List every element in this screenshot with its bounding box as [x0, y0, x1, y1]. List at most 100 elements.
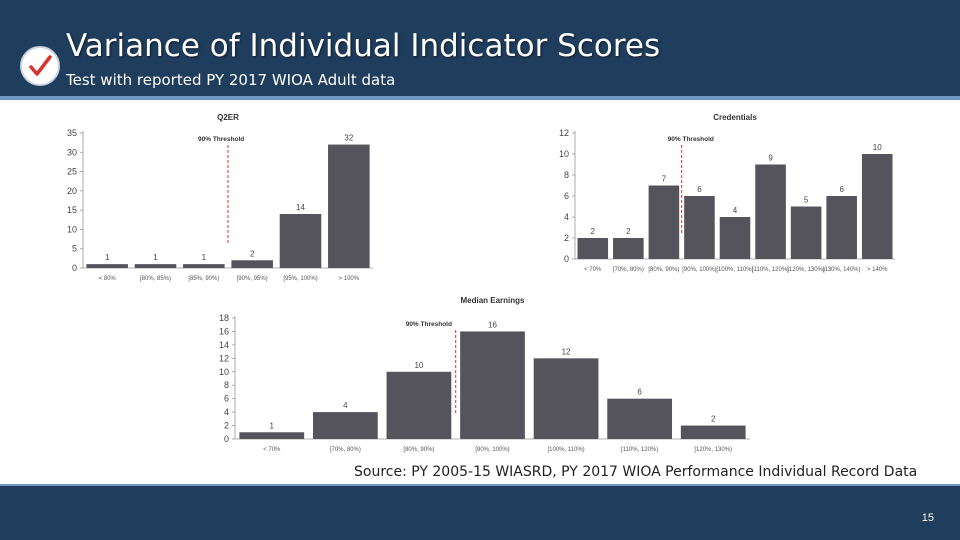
bar-value-label: 32: [344, 134, 353, 143]
y-tick-label: 20: [67, 186, 77, 196]
bar-value-label: 1: [270, 421, 275, 430]
bar: [680, 425, 746, 439]
bar: [648, 185, 680, 259]
slide-footer: [0, 486, 960, 540]
y-tick-label: 12: [559, 128, 569, 138]
x-tick-label: [80%, 85%): [140, 276, 171, 282]
bar: [328, 144, 370, 268]
slide-header: [0, 0, 960, 96]
x-tick-label: [110%, 120%): [752, 267, 789, 273]
x-tick-label: [130%, 140%): [823, 267, 861, 273]
x-tick-label: [110%, 120%): [621, 447, 658, 453]
y-tick-label: 2: [564, 233, 569, 243]
bar: [861, 154, 893, 259]
x-tick-label: [85%, 90%): [188, 276, 219, 282]
threshold-label: 90% Threshold: [406, 321, 452, 328]
y-tick-label: 10: [67, 224, 77, 234]
bar-value-label: 16: [488, 320, 497, 329]
x-tick-label: [80%, 90%): [648, 267, 679, 273]
bar-value-label: 1: [202, 253, 207, 262]
x-tick-label: [70%, 80%): [613, 267, 644, 273]
bar: [183, 264, 225, 268]
threshold-label: 90% Threshold: [668, 136, 714, 143]
x-tick-label: [90%, 100%): [475, 447, 509, 453]
bar-value-label: 6: [697, 185, 702, 194]
bar-value-label: 2: [626, 227, 631, 236]
checkmark-icon: [20, 46, 60, 86]
bar: [684, 196, 715, 259]
header-divider: [0, 96, 960, 100]
bar-value-label: 6: [637, 388, 642, 397]
x-tick-label: [100%, 110%): [547, 447, 584, 453]
y-tick-label: 6: [564, 191, 569, 201]
y-tick-label: 25: [67, 167, 77, 177]
y-tick-label: 5: [72, 244, 77, 254]
x-tick-label: < 80%: [99, 276, 117, 282]
bar: [533, 358, 599, 439]
x-tick-label: > 140%: [867, 267, 888, 273]
y-tick-label: 8: [224, 380, 229, 390]
bar-value-label: 1: [105, 253, 110, 262]
bar: [134, 264, 177, 268]
y-tick-label: 14: [219, 340, 229, 350]
x-tick-label: < 70%: [263, 447, 281, 453]
bar-value-label: 5: [804, 196, 809, 205]
source-note: Source: PY 2005-15 WIASRD, PY 2017 WIOA …: [354, 464, 918, 480]
bar: [239, 432, 305, 439]
y-tick-label: 0: [72, 263, 77, 273]
x-tick-label: [90%, 95%): [237, 276, 268, 282]
y-tick-label: 10: [219, 367, 229, 377]
bar-value-label: 10: [873, 143, 882, 152]
x-tick-label: [100%, 110%): [716, 267, 753, 273]
y-tick-label: 16: [219, 326, 229, 336]
x-tick-label: < 70%: [584, 267, 602, 273]
chart-title: Median Earnings: [460, 296, 525, 305]
slide-subtitle: Test with reported PY 2017 WIOA Adult da…: [66, 71, 396, 89]
bar: [460, 331, 525, 439]
bar: [719, 217, 751, 259]
bar: [826, 196, 857, 259]
bar-value-label: 6: [839, 185, 844, 194]
bar: [86, 264, 128, 268]
bar-value-label: 1: [153, 253, 158, 262]
bar: [279, 214, 322, 268]
y-tick-label: 35: [67, 128, 77, 138]
bar: [613, 238, 644, 259]
y-tick-label: 18: [219, 313, 229, 323]
x-tick-label: [120%, 130%): [787, 267, 825, 273]
bar: [755, 164, 786, 259]
x-tick-label: [95%, 100%): [283, 276, 317, 282]
x-tick-label: [70%, 80%): [330, 447, 361, 453]
median-earnings-chart: Median Earnings 0 2 4 6 8 10 12 14 16 18 1 < 70% 4 [70…: [219, 296, 750, 453]
bar: [790, 206, 822, 259]
bar: [312, 412, 378, 439]
y-tick-label: 15: [67, 205, 77, 215]
bar-value-label: 2: [591, 227, 596, 236]
y-tick-label: 30: [67, 147, 77, 157]
y-tick-label: 12: [219, 353, 229, 363]
x-tick-label: [80%, 90%): [403, 447, 434, 453]
threshold-label: 90% Threshold: [198, 136, 244, 143]
y-tick-label: 2: [224, 421, 229, 431]
bar-value-label: 2: [711, 415, 716, 424]
footer-divider: [0, 484, 960, 487]
bar-value-label: 14: [296, 203, 305, 212]
bar-value-label: 9: [768, 154, 773, 163]
y-tick-label: 4: [564, 212, 569, 222]
bar-value-label: 10: [414, 361, 423, 370]
y-tick-label: 6: [224, 394, 229, 404]
bar: [231, 260, 273, 268]
chart-title: Q2ER: [217, 113, 239, 122]
y-tick-label: 4: [224, 407, 229, 417]
bar-value-label: 12: [562, 347, 571, 356]
x-tick-label: [120%, 130%): [694, 447, 732, 453]
bar-value-label: 4: [733, 206, 738, 215]
x-tick-label: > 100%: [339, 276, 360, 282]
q2er-chart: Q2ER 0 5 10 15 20 25 30 35 1 < 80% 1 [80%, 85%) 1 [85%…: [67, 113, 373, 282]
bar-value-label: 7: [662, 175, 667, 184]
bar-value-label: 2: [250, 249, 255, 258]
page-number: 15: [921, 512, 934, 524]
y-tick-label: 0: [224, 434, 229, 444]
slide-title: Variance of Individual Indicator Scores: [66, 28, 661, 64]
y-tick-label: 10: [559, 149, 569, 159]
